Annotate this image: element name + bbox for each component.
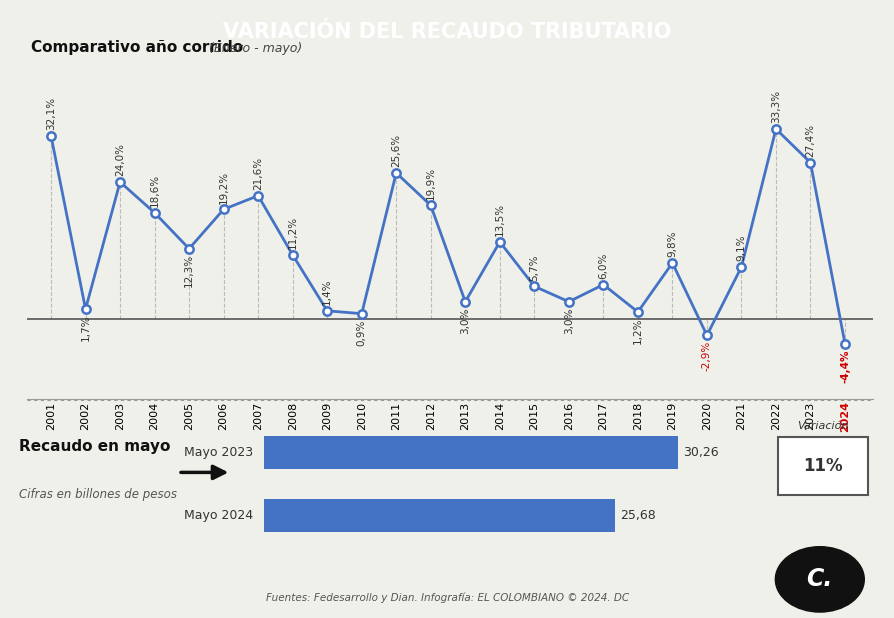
FancyBboxPatch shape [777,438,867,496]
FancyArrowPatch shape [181,467,224,478]
Circle shape [774,547,864,612]
Text: 11%: 11% [802,457,842,475]
Text: Comparativo año corrido: Comparativo año corrido [31,40,243,55]
Text: 25,6%: 25,6% [391,134,401,167]
Text: 5,7%: 5,7% [528,254,539,281]
Text: 19,9%: 19,9% [426,167,435,200]
Text: VARIACIÓN DEL RECAUDO TRIBUTARIO: VARIACIÓN DEL RECAUDO TRIBUTARIO [224,22,670,43]
Text: 19,2%: 19,2% [218,171,228,204]
Text: 12,3%: 12,3% [184,254,194,287]
Text: 6,0%: 6,0% [598,253,608,279]
Text: 25,68: 25,68 [620,509,655,522]
Text: 1,2%: 1,2% [632,318,642,344]
Text: 3,0%: 3,0% [563,307,573,334]
Text: Mayo 2023: Mayo 2023 [184,446,253,459]
Text: -4,4%: -4,4% [839,349,849,383]
Text: (Enero - mayo): (Enero - mayo) [208,42,301,55]
Text: 0,9%: 0,9% [357,320,367,345]
Text: Fuentes: Fedesarrollo y Dian. Infografía: EL COLOMBIANO © 2024. DC: Fuentes: Fedesarrollo y Dian. Infografía… [266,593,628,603]
Text: 1,7%: 1,7% [80,315,90,341]
Bar [264,436,677,468]
Text: 24,0%: 24,0% [115,143,125,176]
Text: 32,1%: 32,1% [46,97,56,130]
Text: Variación: Variación [797,421,848,431]
Text: 33,3%: 33,3% [770,90,780,124]
Text: 3,0%: 3,0% [460,307,469,334]
Text: Recaudo en mayo: Recaudo en mayo [19,439,170,454]
Text: 13,5%: 13,5% [494,203,504,236]
Text: Cifras en billones de pesos: Cifras en billones de pesos [19,488,176,501]
Text: 21,6%: 21,6% [253,157,263,190]
Text: C.: C. [805,567,832,591]
Text: -2,9%: -2,9% [701,341,711,371]
Text: 18,6%: 18,6% [149,174,159,207]
Text: Mayo 2024: Mayo 2024 [184,509,253,522]
Bar [264,499,614,531]
Text: 30,26: 30,26 [682,446,718,459]
Text: 9,8%: 9,8% [667,231,677,257]
Text: 1,4%: 1,4% [322,279,332,305]
Text: 9,1%: 9,1% [736,235,746,261]
Text: 27,4%: 27,4% [805,124,814,157]
Text: 11,2%: 11,2% [287,216,298,250]
